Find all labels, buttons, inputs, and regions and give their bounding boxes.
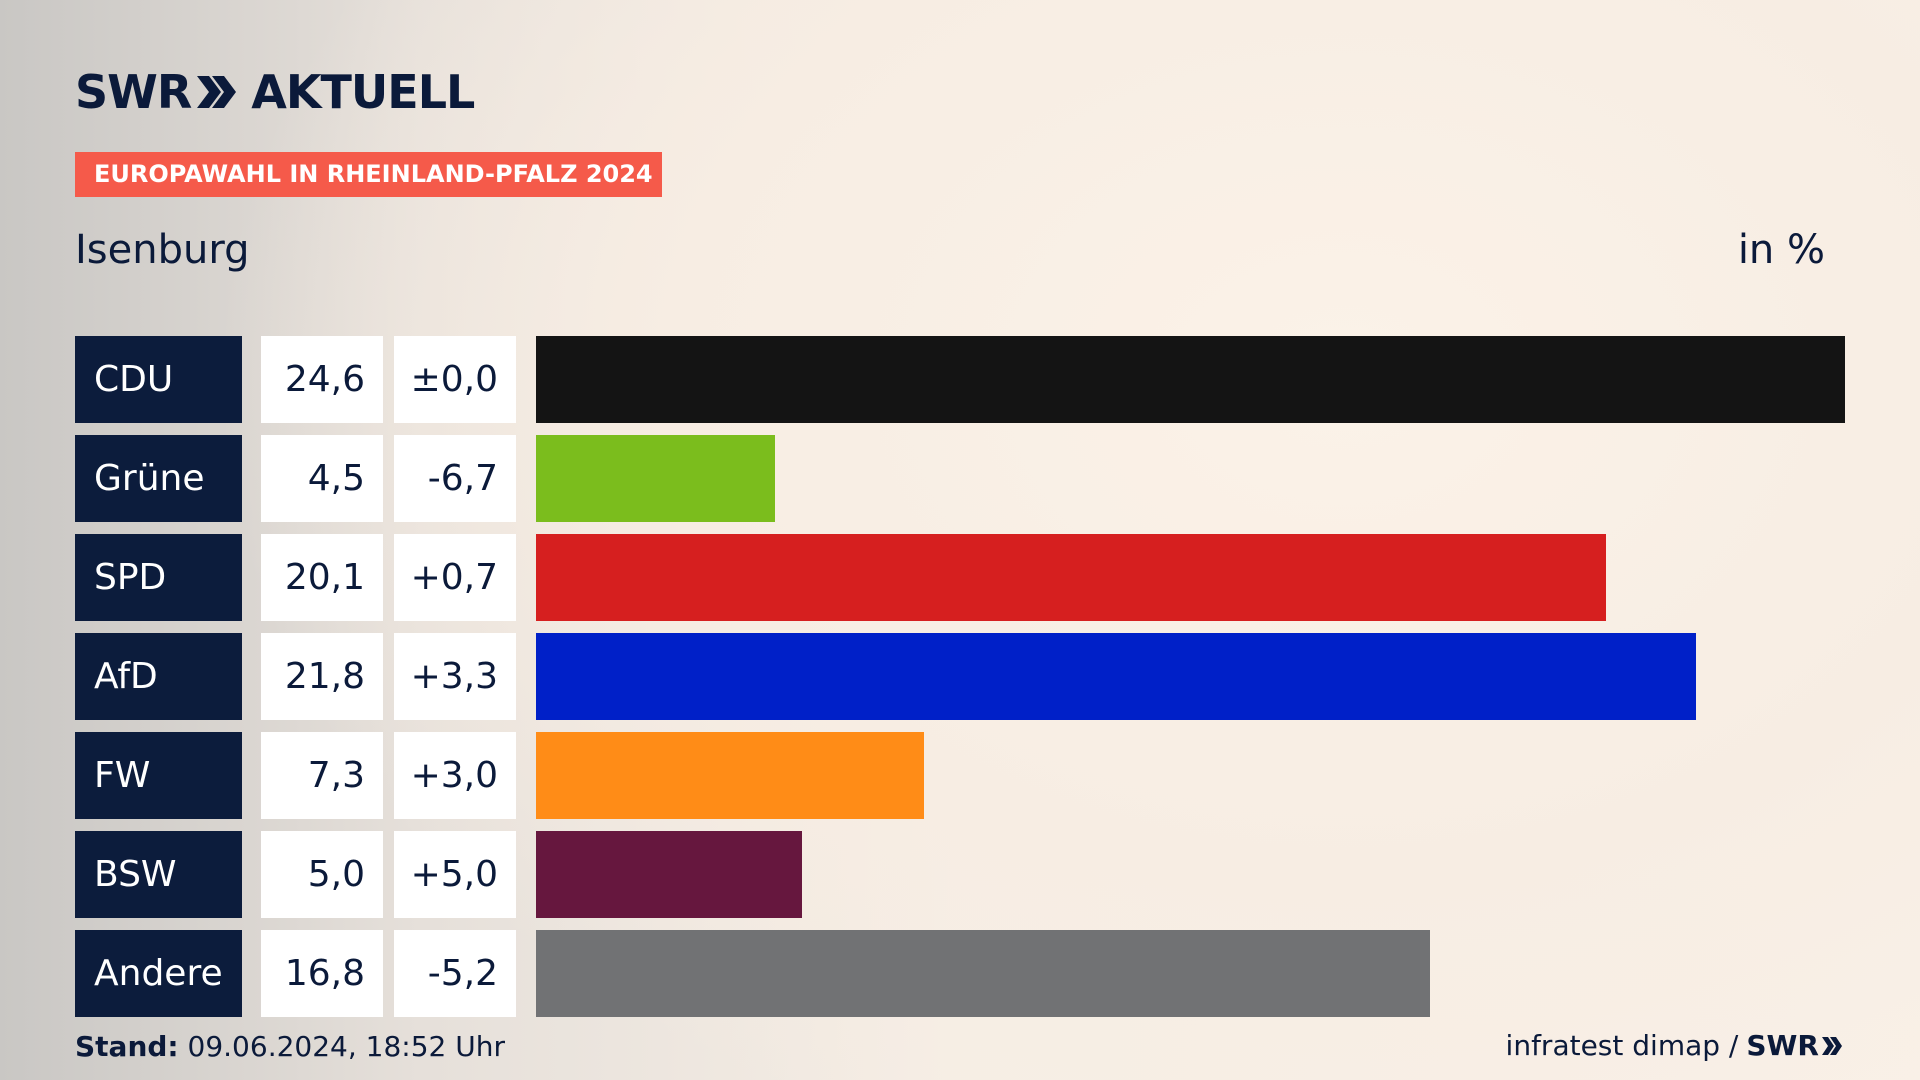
double-chevron-icon	[197, 76, 237, 108]
double-chevron-icon-small	[1822, 1037, 1842, 1055]
vote-share-bar	[536, 435, 775, 522]
stand-label: Stand:	[75, 1030, 179, 1063]
vote-share-value: 4,5	[261, 435, 383, 522]
vote-share-value: 16,8	[261, 930, 383, 1017]
vote-change-value: -5,2	[394, 930, 516, 1017]
vote-change-value: +5,0	[394, 831, 516, 918]
party-label: Andere	[75, 930, 242, 1017]
vote-share-value: 20,1	[261, 534, 383, 621]
result-row: CDU 24,6 ±0,0	[75, 336, 1845, 423]
timestamp: Stand: 09.06.2024, 18:52 Uhr	[75, 1030, 505, 1064]
result-row: FW 7,3 +3,0	[75, 732, 1845, 819]
vote-change-value: ±0,0	[394, 336, 516, 423]
party-label: BSW	[75, 831, 242, 918]
party-label: SPD	[75, 534, 242, 621]
swr-aktuell-logo: SWR AKTUELL	[75, 65, 475, 119]
election-banner: EUROPAWAHL IN RHEINLAND-PFALZ 2024	[75, 152, 662, 197]
logo-swr-text: SWR	[75, 65, 192, 119]
result-row: Andere 16,8 -5,2	[75, 930, 1845, 1017]
source-text: infratest dimap /	[1505, 1029, 1739, 1062]
vote-share-bar	[536, 732, 924, 819]
result-row: BSW 5,0 +5,0	[75, 831, 1845, 918]
vote-share-value: 7,3	[261, 732, 383, 819]
stand-value: 09.06.2024, 18:52 Uhr	[187, 1030, 505, 1063]
source-credit: infratest dimap / SWR	[1506, 1028, 1843, 1064]
vote-share-value: 24,6	[261, 336, 383, 423]
vote-share-bar	[536, 831, 802, 918]
region-title: Isenburg	[75, 227, 250, 273]
party-label: FW	[75, 732, 242, 819]
vote-change-value: +0,7	[394, 534, 516, 621]
vote-change-value: +3,0	[394, 732, 516, 819]
vote-share-value: 5,0	[261, 831, 383, 918]
vote-share-bar	[536, 336, 1845, 423]
party-label: CDU	[75, 336, 242, 423]
footer-brand: SWR	[1746, 1028, 1843, 1064]
logo-aktuell-text: AKTUELL	[251, 65, 475, 119]
result-row: AfD 21,8 +3,3	[75, 633, 1845, 720]
unit-label: in %	[1737, 227, 1825, 273]
vote-change-value: -6,7	[394, 435, 516, 522]
party-label: AfD	[75, 633, 242, 720]
party-label: Grüne	[75, 435, 242, 522]
footer-brand-text: SWR	[1746, 1029, 1819, 1062]
vote-share-bar	[536, 633, 1696, 720]
vote-share-bar	[536, 534, 1606, 621]
vote-share-value: 21,8	[261, 633, 383, 720]
result-row: SPD 20,1 +0,7	[75, 534, 1845, 621]
result-row: Grüne 4,5 -6,7	[75, 435, 1845, 522]
vote-share-bar	[536, 930, 1430, 1017]
vote-change-value: +3,3	[394, 633, 516, 720]
